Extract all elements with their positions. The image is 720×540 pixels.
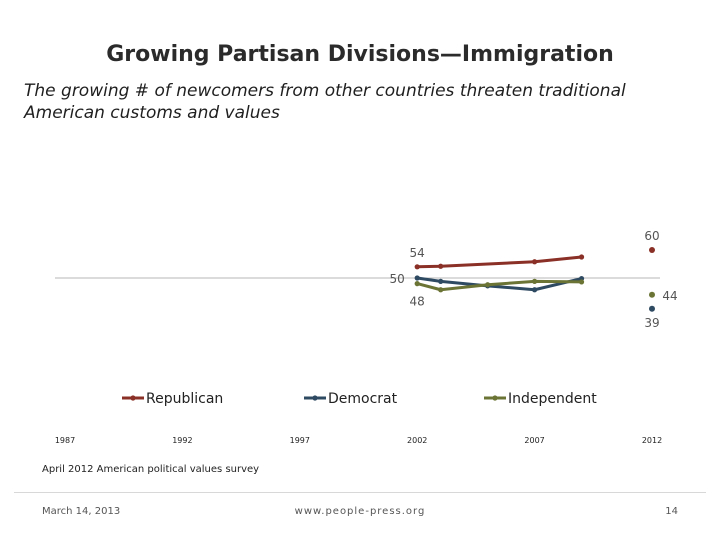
democrat-data-point xyxy=(438,278,444,284)
independent-data-point xyxy=(485,282,491,288)
legend-marker-republican xyxy=(130,395,136,401)
footer-date: March 14, 2013 xyxy=(42,506,121,517)
democrat-data-point xyxy=(532,287,538,293)
democrat-endpoint xyxy=(649,305,655,312)
republican-data-point xyxy=(414,264,420,270)
legend-label-republican: Republican xyxy=(146,391,223,407)
footer-divider xyxy=(14,492,706,493)
page-number: 14 xyxy=(665,506,678,517)
independent-data-label: 44 xyxy=(662,289,677,303)
legend-label-democrat: Democrat xyxy=(328,391,398,407)
x-tick-label: 1987 xyxy=(55,436,75,445)
chart-subtitle: The growing # of newcomers from other co… xyxy=(24,81,626,123)
republican-endpoint xyxy=(649,247,655,253)
republican-data-point xyxy=(438,263,444,269)
republican-data-label: 60 xyxy=(644,229,659,243)
independent-data-label: 48 xyxy=(410,295,425,309)
footer-url[interactable]: www.people-press.org xyxy=(294,506,426,517)
republican-data-label: 54 xyxy=(410,246,425,260)
source-note: April 2012 American political values sur… xyxy=(42,464,260,475)
x-tick-label: 1997 xyxy=(290,436,310,445)
democrat-data-point xyxy=(414,275,420,281)
x-tick-label: 2007 xyxy=(524,436,544,445)
legend-marker-democrat xyxy=(312,395,318,401)
x-tick-label: 1992 xyxy=(172,436,192,445)
slide-title: Growing Partisan Divisions—Immigration xyxy=(106,42,614,67)
independent-endpoint xyxy=(649,291,655,298)
x-tick-label: 2002 xyxy=(407,436,427,445)
independent-data-point xyxy=(578,279,585,285)
legend-label-independent: Independent xyxy=(508,391,597,407)
independent-data-point xyxy=(532,278,538,284)
republican-series-line xyxy=(417,255,582,269)
republican-data-point xyxy=(532,259,538,265)
democrat-data-label: 39 xyxy=(644,316,659,330)
legend-marker-independent xyxy=(492,395,498,401)
x-tick-label: 2012 xyxy=(642,436,662,445)
independent-data-point xyxy=(414,281,420,287)
democrat-data-label: 50 xyxy=(390,272,405,286)
independent-data-point xyxy=(438,287,444,293)
republican-data-point xyxy=(578,254,585,260)
